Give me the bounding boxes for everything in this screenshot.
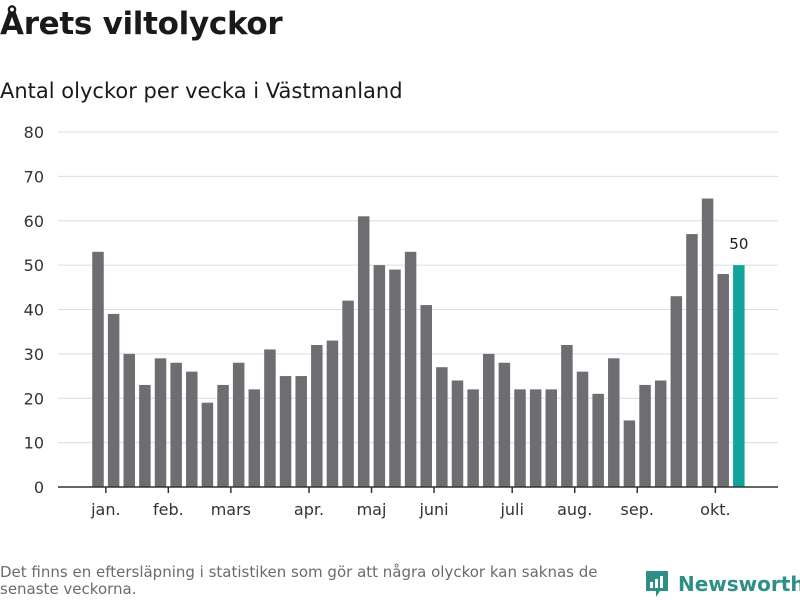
- y-tick-label: 60: [24, 212, 44, 231]
- bar: [623, 420, 636, 487]
- bar: [326, 340, 339, 487]
- y-tick-label: 0: [34, 478, 44, 497]
- bar: [264, 349, 276, 487]
- x-tick-label: mars: [211, 500, 251, 519]
- bar: [467, 389, 479, 488]
- x-tick-label: feb.: [153, 500, 184, 519]
- footnote: Det finns en eftersläpning i statistiken…: [0, 563, 598, 598]
- page-title: Årets viltolyckor: [0, 6, 283, 42]
- bar: [311, 345, 323, 487]
- bar: [248, 389, 261, 488]
- brand-logo: Newsworthy: [644, 568, 800, 600]
- newsworthy-logo-icon: [646, 571, 668, 597]
- data-label: 50: [729, 235, 748, 253]
- y-axis-ticks: 0 10 20 30 40 50 60 70 80: [24, 123, 44, 497]
- x-axis-ticks: jan. feb. mars apr. maj juni juli aug. sep. okt.: [90, 487, 731, 519]
- bar: [154, 358, 167, 487]
- bar: [295, 376, 307, 487]
- bar: [436, 367, 448, 487]
- bar: [123, 353, 136, 488]
- bar: [686, 234, 698, 487]
- bar: [576, 371, 589, 488]
- x-tick-label: aug.: [557, 500, 592, 519]
- data-labels: 50: [729, 235, 748, 253]
- bar: [404, 251, 417, 487]
- gridlines: [58, 131, 778, 444]
- bar: [92, 251, 104, 487]
- bar: [420, 305, 432, 487]
- y-tick-label: 30: [24, 345, 44, 364]
- bar: [217, 384, 229, 487]
- bar: [279, 376, 292, 487]
- x-tick-label: juni: [418, 500, 448, 519]
- y-tick-label: 20: [24, 389, 44, 408]
- bar: [498, 362, 511, 487]
- bar: [561, 345, 573, 487]
- x-tick-label: okt.: [700, 500, 730, 519]
- bar: [483, 353, 495, 488]
- chart-subtitle: Antal olyckor per vecka i Västmanland: [0, 79, 403, 103]
- bar: [107, 313, 120, 487]
- bar: [389, 269, 401, 487]
- bar: [717, 274, 729, 487]
- y-tick-label: 50: [24, 256, 44, 275]
- bar: [186, 371, 198, 488]
- x-tick-label: sep.: [621, 500, 654, 519]
- bar: [670, 296, 683, 487]
- bar: [545, 389, 558, 488]
- bar: [342, 300, 354, 488]
- bar: [373, 265, 386, 488]
- x-tick-label: jan.: [90, 500, 120, 519]
- y-tick-label: 40: [24, 301, 44, 320]
- x-tick-label: apr.: [294, 500, 324, 519]
- y-tick-label: 10: [24, 434, 44, 453]
- bars: [92, 198, 745, 488]
- bar: [654, 380, 667, 487]
- bar: [639, 384, 651, 487]
- x-tick-label: juli: [499, 500, 523, 519]
- bar: [529, 389, 542, 488]
- bar: [451, 380, 464, 487]
- y-tick-label: 80: [24, 123, 44, 142]
- brand-name: Newsworthy: [678, 572, 800, 596]
- bar: [701, 198, 714, 487]
- bar: [232, 362, 245, 487]
- bar: [170, 362, 182, 487]
- bar: [357, 216, 370, 487]
- bar: [139, 384, 151, 487]
- bar: [201, 402, 214, 487]
- bar: [592, 393, 604, 487]
- bar-chart: 0 10 20 30 40 50 60 70 80 50 jan. feb. mars apr. maj…: [24, 123, 778, 519]
- bar: [608, 358, 620, 487]
- y-tick-label: 70: [24, 167, 44, 186]
- bar: [514, 389, 526, 488]
- bar-highlight: [733, 265, 745, 488]
- x-tick-label: maj: [357, 500, 387, 519]
